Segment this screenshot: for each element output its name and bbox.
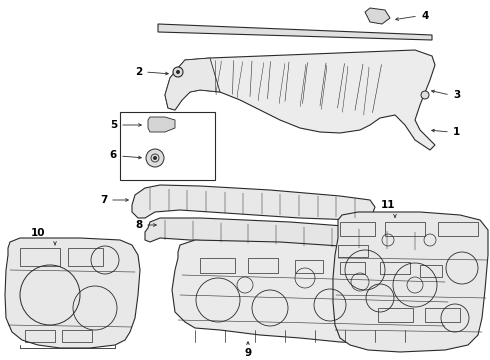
Circle shape	[146, 149, 164, 167]
Bar	[68, 248, 103, 266]
Bar	[120, 112, 215, 180]
Bar	[248, 258, 278, 273]
Bar	[378, 308, 413, 322]
Circle shape	[151, 154, 159, 162]
Bar	[385, 222, 425, 236]
Text: 5: 5	[110, 120, 117, 130]
Bar	[420, 265, 442, 277]
Text: 6: 6	[110, 150, 117, 160]
Bar	[338, 245, 368, 257]
Polygon shape	[5, 238, 140, 348]
Bar	[295, 260, 323, 273]
Text: 10: 10	[31, 228, 45, 238]
Polygon shape	[158, 24, 432, 40]
Text: 8: 8	[136, 220, 143, 230]
Text: 4: 4	[421, 11, 428, 21]
Polygon shape	[365, 8, 390, 24]
Text: 3: 3	[453, 90, 460, 100]
Bar	[340, 262, 365, 274]
Text: 11: 11	[381, 200, 395, 210]
Circle shape	[173, 67, 183, 77]
Polygon shape	[333, 212, 488, 352]
Circle shape	[176, 70, 180, 74]
Polygon shape	[165, 50, 435, 150]
Circle shape	[153, 156, 157, 160]
Bar	[340, 222, 375, 236]
Polygon shape	[172, 240, 452, 344]
Polygon shape	[148, 117, 175, 132]
Bar	[20, 248, 60, 266]
Polygon shape	[145, 218, 430, 252]
Bar	[380, 262, 410, 274]
Text: 2: 2	[135, 67, 142, 77]
Polygon shape	[132, 185, 375, 220]
Bar	[200, 258, 235, 273]
Text: 1: 1	[453, 127, 460, 137]
Bar	[425, 308, 460, 322]
Circle shape	[421, 91, 429, 99]
Bar	[25, 330, 55, 342]
Bar	[438, 222, 478, 236]
Text: 9: 9	[245, 348, 251, 358]
Bar	[62, 330, 92, 342]
Text: 7: 7	[100, 195, 108, 205]
Polygon shape	[165, 58, 220, 110]
